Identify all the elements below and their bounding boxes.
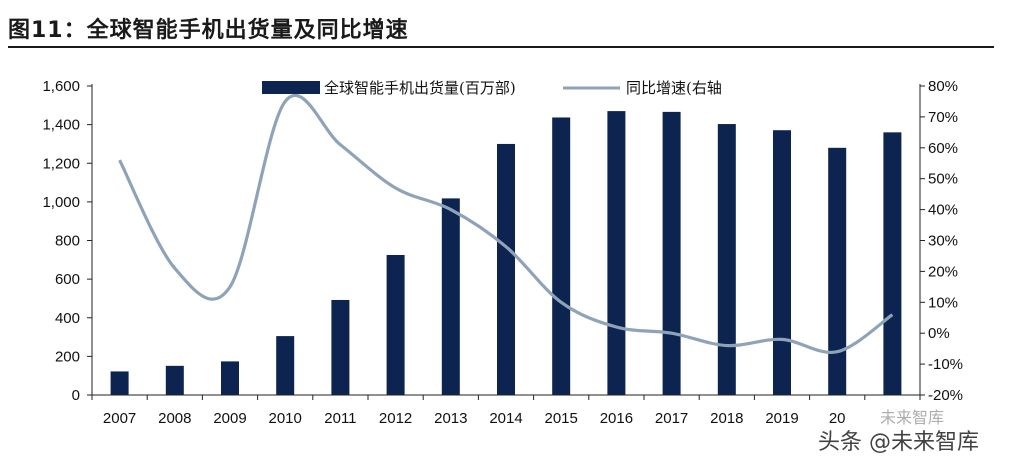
x-tick-label: 20 <box>829 410 846 427</box>
watermark-credit: 头条 @未来智库 <box>818 430 979 455</box>
bar-2010 <box>276 336 295 395</box>
bar-2017 <box>662 111 681 395</box>
bars-layer <box>110 111 902 396</box>
x-tick-label: 2007 <box>103 410 136 427</box>
left-tick-label: 1,600 <box>42 78 80 95</box>
right-tick-label: 20% <box>928 263 958 280</box>
legend-bar-label: 全球智能手机出货量(百万部) <box>324 79 516 97</box>
bar-2020 <box>828 147 847 395</box>
right-tick-label: -20% <box>928 387 963 404</box>
left-tick-label: 1,200 <box>42 155 80 172</box>
legend: 全球智能手机出货量(百万部) 同比增速(右轴 <box>262 79 722 97</box>
right-tick-label: -10% <box>928 356 963 373</box>
bar-2008 <box>165 365 184 395</box>
left-tick-label: 400 <box>55 310 80 327</box>
x-tick-label: 2016 <box>600 410 633 427</box>
x-tick-label: 2013 <box>434 410 467 427</box>
left-tick-label: 0 <box>72 387 80 404</box>
bar-2019 <box>773 130 791 395</box>
bar-2015 <box>552 117 571 396</box>
x-tick-label: 2009 <box>213 410 246 427</box>
bar-2021 <box>883 132 902 395</box>
left-tick-label: 800 <box>55 233 80 250</box>
line-layer <box>118 93 894 355</box>
right-tick-label: 50% <box>928 171 958 188</box>
left-tick-label: 200 <box>55 348 80 365</box>
legend-bar-swatch <box>262 81 320 94</box>
right-tick-label: 30% <box>928 233 958 250</box>
right-tick-label: 80% <box>928 78 958 95</box>
axes-layer: 0 200 400 600 800 1,000 1,200 1,400 1,600 -20% -10… <box>42 78 963 427</box>
bar-2007 <box>110 371 129 395</box>
right-tick-label: 60% <box>928 140 958 157</box>
bar-2018 <box>717 124 736 395</box>
legend-line-label: 同比增速(右轴 <box>626 79 722 97</box>
bar-2016 <box>607 111 626 395</box>
x-tick-label: 2012 <box>379 410 412 427</box>
x-tick-label: 2019 <box>765 410 798 427</box>
left-tick-label: 1,400 <box>42 117 80 134</box>
x-tick-label: 2011 <box>324 410 356 427</box>
right-tick-label: 40% <box>928 202 958 219</box>
x-tick-label: 2010 <box>269 410 302 427</box>
x-tick-label: 2014 <box>489 410 522 427</box>
right-tick-label: 0% <box>928 325 950 342</box>
title-rule <box>8 46 994 48</box>
left-tick-label: 600 <box>55 271 80 288</box>
x-tick-label: 2008 <box>158 410 191 427</box>
bar-2013 <box>441 198 460 395</box>
right-tick-label: 10% <box>928 294 958 311</box>
bar-2014 <box>497 143 515 395</box>
bar-2011 <box>331 299 350 395</box>
bar-2012 <box>386 254 405 395</box>
watermark-logo-text: 未来智库 <box>880 408 945 427</box>
x-tick-label: 2015 <box>545 410 578 427</box>
left-tick-label: 1,000 <box>42 194 80 211</box>
x-tick-label: 2018 <box>710 410 743 427</box>
figure-title: 图11：全球智能手机出货量及同比增速 <box>8 18 409 43</box>
x-tick-label: 2017 <box>655 410 688 427</box>
right-tick-label: 70% <box>928 109 958 126</box>
bar-2009 <box>221 361 239 395</box>
